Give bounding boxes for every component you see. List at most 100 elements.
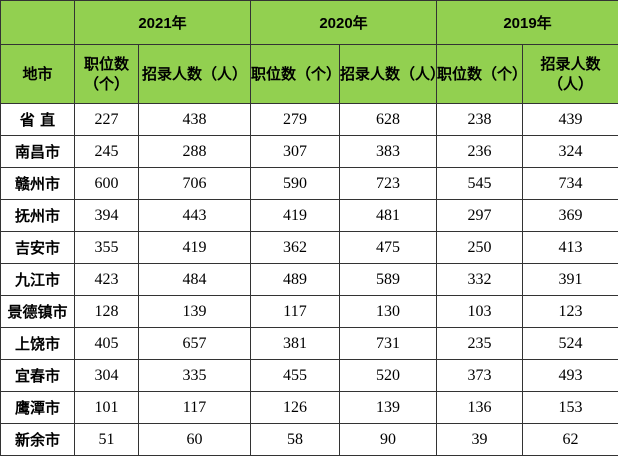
header-region: 地市 xyxy=(0,44,75,104)
city-cell: 新余市 xyxy=(0,423,75,456)
table-row: 吉安市 355 419 362 475 250 413 xyxy=(0,231,618,264)
value-cell: 369 xyxy=(522,199,618,232)
value-cell: 153 xyxy=(522,391,618,424)
value-cell: 279 xyxy=(250,103,340,136)
value-cell: 236 xyxy=(436,135,523,168)
value-cell: 419 xyxy=(250,199,340,232)
value-cell: 39 xyxy=(436,423,523,456)
value-cell: 413 xyxy=(522,231,618,264)
city-cell: 抚州市 xyxy=(0,199,75,232)
value-cell: 475 xyxy=(339,231,437,264)
value-cell: 90 xyxy=(339,423,437,456)
table-row: 省 直 227 438 279 628 238 439 xyxy=(0,103,618,136)
header-2020-hires: 招录人数（人） xyxy=(339,44,437,104)
value-cell: 304 xyxy=(74,359,139,392)
value-cell: 58 xyxy=(250,423,340,456)
city-cell: 鹰潭市 xyxy=(0,391,75,424)
value-cell: 250 xyxy=(436,231,523,264)
value-cell: 706 xyxy=(138,167,251,200)
header-2019-hires: 招录人数（人） xyxy=(522,44,618,104)
table-row: 上饶市 405 657 381 731 235 524 xyxy=(0,327,618,360)
value-cell: 481 xyxy=(339,199,437,232)
value-cell: 405 xyxy=(74,327,139,360)
header-2019-positions: 职位数（个） xyxy=(436,44,523,104)
table-row: 南昌市 245 288 307 383 236 324 xyxy=(0,135,618,168)
city-cell: 景德镇市 xyxy=(0,295,75,328)
city-cell: 赣州市 xyxy=(0,167,75,200)
table-row: 鹰潭市 101 117 126 139 136 153 xyxy=(0,391,618,424)
table-body: 省 直 227 438 279 628 238 439 南昌市 245 288 307 383 236 3… xyxy=(0,103,618,456)
value-cell: 101 xyxy=(74,391,139,424)
value-cell: 297 xyxy=(436,199,523,232)
table-row: 新余市 51 60 58 90 39 62 xyxy=(0,423,618,456)
value-cell: 657 xyxy=(138,327,251,360)
value-cell: 136 xyxy=(436,391,523,424)
city-cell: 省 直 xyxy=(0,103,75,136)
value-cell: 419 xyxy=(138,231,251,264)
table-row: 抚州市 394 443 419 481 297 369 xyxy=(0,199,618,232)
value-cell: 139 xyxy=(138,295,251,328)
value-cell: 238 xyxy=(436,103,523,136)
value-cell: 126 xyxy=(250,391,340,424)
value-cell: 383 xyxy=(339,135,437,168)
value-cell: 423 xyxy=(74,263,139,296)
value-cell: 128 xyxy=(74,295,139,328)
value-cell: 600 xyxy=(74,167,139,200)
header-row-columns: 地市 职位数（个） 招录人数（人） 职位数（个） 招录人数（人） 职位数（个） … xyxy=(0,44,618,104)
header-year-2020: 2020年 xyxy=(250,0,437,45)
city-cell: 南昌市 xyxy=(0,135,75,168)
value-cell: 227 xyxy=(74,103,139,136)
city-cell: 上饶市 xyxy=(0,327,75,360)
value-cell: 288 xyxy=(138,135,251,168)
value-cell: 123 xyxy=(522,295,618,328)
value-cell: 455 xyxy=(250,359,340,392)
city-cell: 九江市 xyxy=(0,263,75,296)
header-corner xyxy=(0,0,75,45)
value-cell: 381 xyxy=(250,327,340,360)
header-2021-hires: 招录人数（人） xyxy=(138,44,251,104)
header-2020-positions: 职位数（个） xyxy=(250,44,340,104)
value-cell: 335 xyxy=(138,359,251,392)
value-cell: 355 xyxy=(74,231,139,264)
value-cell: 731 xyxy=(339,327,437,360)
header-row-years: 2021年 2020年 2019年 xyxy=(0,0,618,45)
table-row: 九江市 423 484 489 589 332 391 xyxy=(0,263,618,296)
value-cell: 139 xyxy=(339,391,437,424)
value-cell: 235 xyxy=(436,327,523,360)
value-cell: 443 xyxy=(138,199,251,232)
value-cell: 723 xyxy=(339,167,437,200)
value-cell: 117 xyxy=(250,295,340,328)
value-cell: 489 xyxy=(250,263,340,296)
value-cell: 589 xyxy=(339,263,437,296)
city-cell: 吉安市 xyxy=(0,231,75,264)
value-cell: 438 xyxy=(138,103,251,136)
header-year-2021: 2021年 xyxy=(74,0,251,45)
table-row: 赣州市 600 706 590 723 545 734 xyxy=(0,167,618,200)
value-cell: 62 xyxy=(522,423,618,456)
header-2021-positions: 职位数（个） xyxy=(74,44,139,104)
value-cell: 117 xyxy=(138,391,251,424)
value-cell: 373 xyxy=(436,359,523,392)
value-cell: 103 xyxy=(436,295,523,328)
value-cell: 332 xyxy=(436,263,523,296)
value-cell: 391 xyxy=(522,263,618,296)
value-cell: 394 xyxy=(74,199,139,232)
city-cell: 宜春市 xyxy=(0,359,75,392)
value-cell: 362 xyxy=(250,231,340,264)
value-cell: 545 xyxy=(436,167,523,200)
value-cell: 324 xyxy=(522,135,618,168)
value-cell: 590 xyxy=(250,167,340,200)
value-cell: 493 xyxy=(522,359,618,392)
value-cell: 245 xyxy=(74,135,139,168)
value-cell: 439 xyxy=(522,103,618,136)
table-row: 景德镇市 128 139 117 130 103 123 xyxy=(0,295,618,328)
value-cell: 520 xyxy=(339,359,437,392)
value-cell: 524 xyxy=(522,327,618,360)
header-year-2019: 2019年 xyxy=(436,0,618,45)
value-cell: 60 xyxy=(138,423,251,456)
value-cell: 734 xyxy=(522,167,618,200)
value-cell: 307 xyxy=(250,135,340,168)
table-row: 宜春市 304 335 455 520 373 493 xyxy=(0,359,618,392)
value-cell: 130 xyxy=(339,295,437,328)
